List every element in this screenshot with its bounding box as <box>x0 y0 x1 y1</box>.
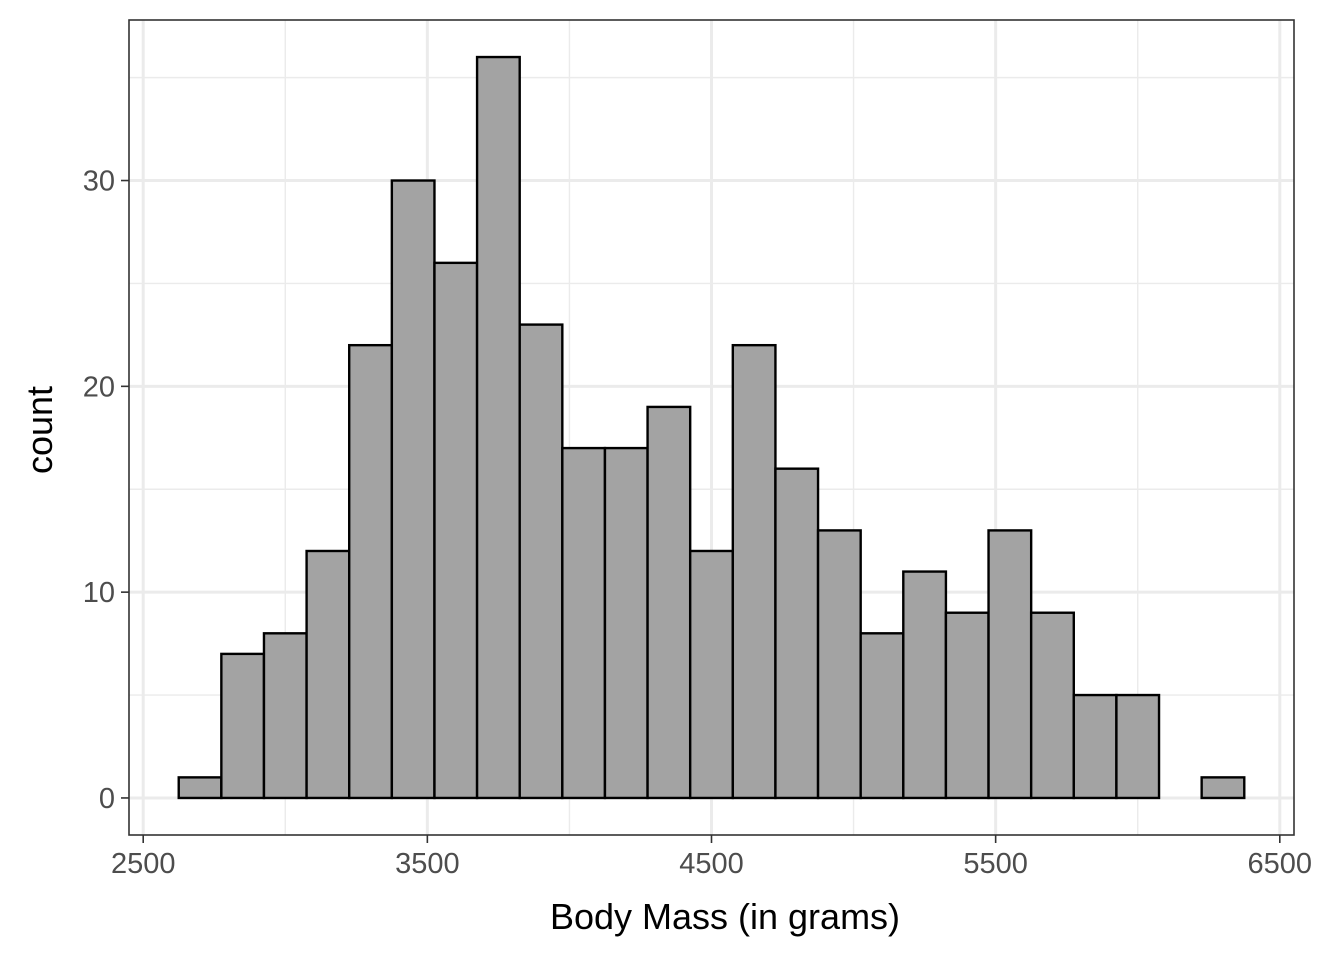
histogram-bar <box>987 529 1033 800</box>
histogram-bar <box>1115 693 1161 800</box>
x-axis-title: Body Mass (in grams) <box>550 896 900 937</box>
tick-labels: 2500 3500 4500 5500 6500 0 10 20 30 <box>83 166 1312 880</box>
histogram-bar <box>475 55 521 800</box>
x-tick-label: 4500 <box>679 848 744 880</box>
histogram-bar <box>561 446 607 800</box>
histogram-bar <box>816 529 862 800</box>
x-tick-label: 5500 <box>963 848 1028 880</box>
histogram-bar <box>1200 776 1246 800</box>
histogram-bar <box>305 549 351 800</box>
histogram-bars <box>177 55 1246 800</box>
histogram-bar <box>433 261 479 800</box>
histogram-bar <box>859 632 905 800</box>
histogram-bar <box>774 467 820 800</box>
y-axis-title: count <box>19 386 60 474</box>
histogram-bar <box>688 549 735 800</box>
histogram-bar <box>390 179 436 800</box>
histogram-bar <box>262 632 308 800</box>
y-tick-label: 20 <box>83 371 115 403</box>
x-tick-label: 3500 <box>395 848 460 880</box>
histogram-bar <box>518 323 564 800</box>
x-tick-label: 6500 <box>1248 848 1313 880</box>
histogram-bar <box>731 343 777 800</box>
histogram-bar <box>646 405 692 800</box>
histogram-bar <box>177 776 223 800</box>
histogram-bar <box>348 343 394 800</box>
histogram-bar <box>1029 611 1075 800</box>
histogram-bar <box>1072 693 1118 800</box>
histogram-bar <box>220 652 266 800</box>
axis-ticks <box>121 179 1281 843</box>
y-tick-label: 30 <box>83 166 115 198</box>
x-tick-label: 2500 <box>111 848 176 880</box>
y-tick-label: 0 <box>99 783 115 815</box>
histogram-bar <box>902 570 948 800</box>
histogram-bar <box>944 611 990 800</box>
histogram-bar <box>603 446 649 800</box>
y-tick-label: 10 <box>83 577 115 609</box>
